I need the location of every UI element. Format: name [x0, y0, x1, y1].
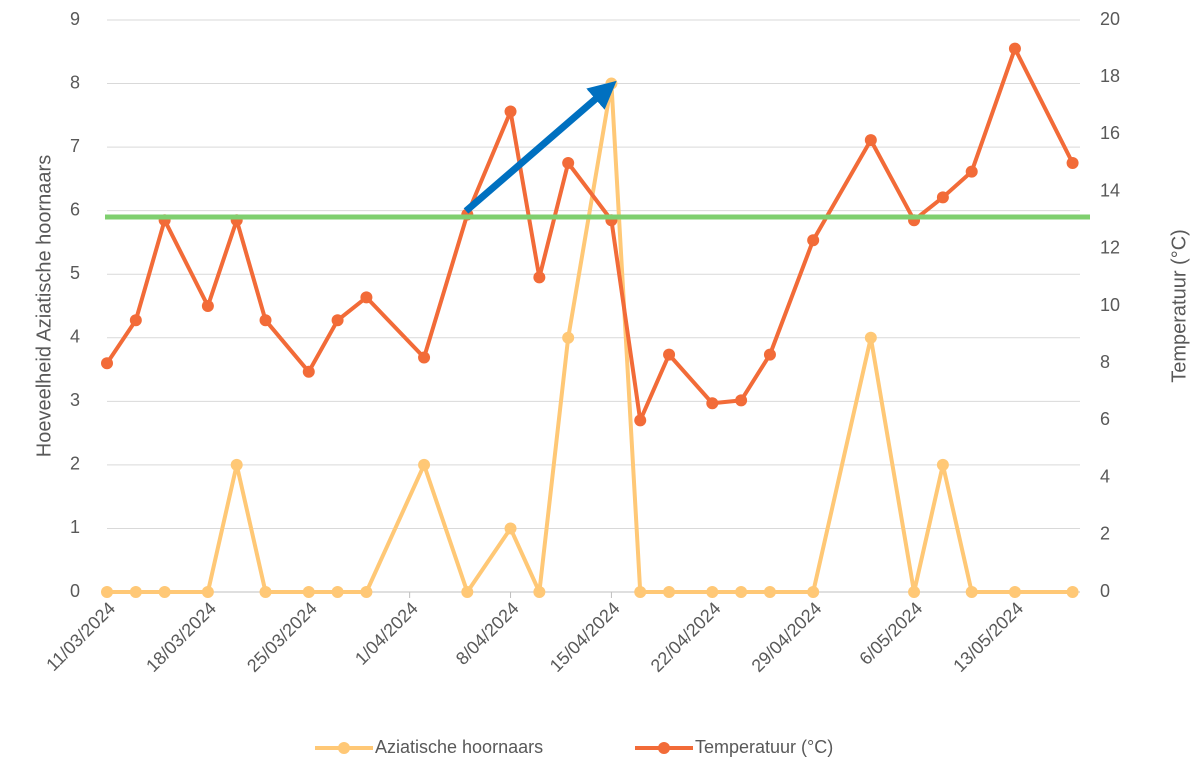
- data-point: [634, 414, 647, 427]
- y2-tick-label: 18: [1100, 66, 1120, 86]
- data-point: [908, 586, 921, 598]
- data-point: [965, 586, 978, 598]
- legend-label: Temperatuur (°C): [695, 737, 833, 757]
- data-point: [1066, 157, 1079, 169]
- data-point: [562, 157, 575, 169]
- x-tick-label: 6/05/2024: [855, 598, 926, 669]
- data-point: [259, 314, 272, 327]
- y2-tick-label: 20: [1100, 9, 1120, 29]
- y-tick-label: 7: [70, 136, 80, 156]
- y2-tick-label: 14: [1100, 180, 1120, 200]
- x-tick-label: 13/05/2024: [949, 598, 1027, 676]
- y-tick-label: 5: [70, 263, 80, 283]
- y2-tick-label: 12: [1100, 238, 1120, 258]
- data-point: [201, 586, 214, 598]
- data-point: [562, 331, 575, 344]
- data-point: [965, 165, 978, 178]
- y-tick-label: 8: [70, 72, 80, 92]
- x-tick-label: 8/04/2024: [452, 598, 523, 669]
- data-point: [533, 271, 546, 284]
- data-point: [259, 586, 272, 598]
- x-tick-label: 11/03/2024: [42, 598, 119, 675]
- data-point: [706, 586, 719, 598]
- data-point: [706, 397, 719, 410]
- data-point: [763, 586, 776, 598]
- x-tick-label: 18/03/2024: [142, 598, 220, 676]
- y2-tick-label: 2: [1100, 524, 1110, 544]
- y-tick-label: 3: [70, 390, 80, 410]
- y-axis-title: Hoeveelheid Aziatische hoornaars: [33, 155, 55, 457]
- marks: [101, 42, 1079, 598]
- data-point: [302, 586, 315, 598]
- data-point: [735, 586, 748, 598]
- y-tick-label: 6: [70, 199, 80, 219]
- data-point: [129, 314, 142, 327]
- data-point: [331, 586, 344, 598]
- data-point: [418, 351, 431, 364]
- x-tick-label: 15/04/2024: [546, 598, 624, 676]
- y2-tick-label: 8: [1100, 352, 1110, 372]
- y2-tick-label: 10: [1100, 295, 1120, 315]
- data-point: [101, 357, 113, 370]
- data-point: [504, 522, 517, 535]
- x-tick-label: 25/03/2024: [243, 598, 321, 676]
- data-point: [533, 586, 546, 598]
- data-point: [663, 348, 676, 361]
- y-tick-label: 1: [70, 517, 80, 537]
- data-point: [461, 586, 474, 598]
- data-point: [129, 586, 142, 598]
- y2-tick-label: 6: [1100, 409, 1110, 429]
- x-tick-label: 22/04/2024: [647, 598, 725, 676]
- legend: Aziatische hoornaars Temperatuur (°C): [315, 737, 833, 757]
- data-point: [302, 365, 315, 378]
- y2-tick-label: 0: [1100, 581, 1110, 601]
- data-point: [1008, 42, 1021, 55]
- data-point: [360, 586, 373, 598]
- data-point: [1066, 586, 1079, 598]
- legend-label: Aziatische hoornaars: [375, 737, 543, 757]
- arrow: [463, 80, 617, 214]
- data-point: [936, 191, 949, 204]
- data-point: [663, 586, 676, 598]
- data-point: [864, 134, 877, 147]
- data-point: [201, 300, 214, 312]
- x-tick-label: 1/04/2024: [351, 598, 422, 669]
- data-point: [158, 586, 171, 598]
- data-point: [864, 331, 877, 344]
- x-tick-label: 29/04/2024: [748, 598, 826, 676]
- y2-tick-label: 16: [1100, 123, 1120, 143]
- data-point: [360, 291, 373, 304]
- data-point: [418, 458, 431, 471]
- data-point: [230, 458, 243, 471]
- data-point: [936, 458, 949, 471]
- y2-tick-label: 4: [1100, 466, 1110, 486]
- data-point: [807, 586, 820, 598]
- data-point: [807, 234, 820, 247]
- y-tick-label: 0: [70, 581, 80, 601]
- data-point: [634, 586, 647, 598]
- y-tick-label: 9: [70, 9, 80, 29]
- legend-marker: [338, 742, 350, 754]
- y2-axis-title: Temperatuur (°C): [1168, 229, 1190, 383]
- y-tick-label: 4: [70, 327, 80, 347]
- data-point: [735, 394, 748, 407]
- data-point: [763, 348, 776, 361]
- data-point: [331, 314, 344, 327]
- data-point: [1008, 586, 1021, 598]
- data-point: [101, 586, 113, 598]
- legend-marker: [658, 742, 670, 754]
- data-point: [504, 105, 517, 118]
- data-point: [605, 77, 618, 90]
- y-tick-label: 2: [70, 454, 80, 474]
